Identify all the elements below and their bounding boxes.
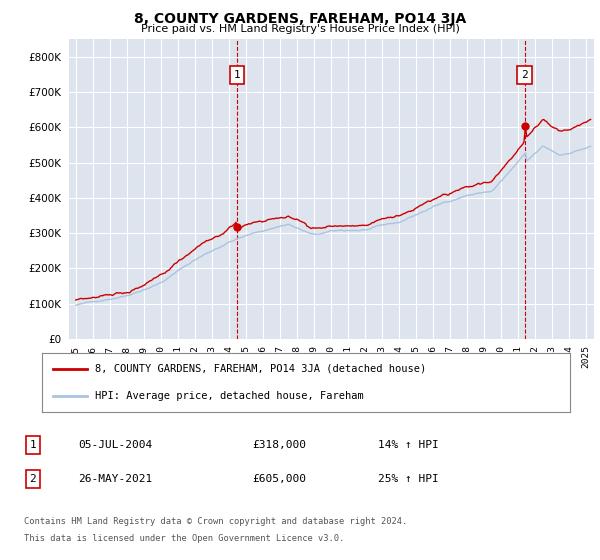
Text: 14% ↑ HPI: 14% ↑ HPI (378, 440, 439, 450)
Text: 2: 2 (521, 70, 528, 80)
Text: Contains HM Land Registry data © Crown copyright and database right 2024.: Contains HM Land Registry data © Crown c… (24, 517, 407, 526)
Text: £318,000: £318,000 (252, 440, 306, 450)
Text: Price paid vs. HM Land Registry's House Price Index (HPI): Price paid vs. HM Land Registry's House … (140, 24, 460, 34)
Text: £605,000: £605,000 (252, 474, 306, 484)
Text: 8, COUNTY GARDENS, FAREHAM, PO14 3JA (detached house): 8, COUNTY GARDENS, FAREHAM, PO14 3JA (de… (95, 363, 426, 374)
Text: HPI: Average price, detached house, Fareham: HPI: Average price, detached house, Fare… (95, 391, 364, 401)
Text: 1: 1 (29, 440, 37, 450)
Text: 2: 2 (29, 474, 37, 484)
Text: 25% ↑ HPI: 25% ↑ HPI (378, 474, 439, 484)
Text: 1: 1 (234, 70, 241, 80)
Text: This data is licensed under the Open Government Licence v3.0.: This data is licensed under the Open Gov… (24, 534, 344, 543)
Text: 8, COUNTY GARDENS, FAREHAM, PO14 3JA: 8, COUNTY GARDENS, FAREHAM, PO14 3JA (134, 12, 466, 26)
Text: 05-JUL-2004: 05-JUL-2004 (78, 440, 152, 450)
Text: 26-MAY-2021: 26-MAY-2021 (78, 474, 152, 484)
